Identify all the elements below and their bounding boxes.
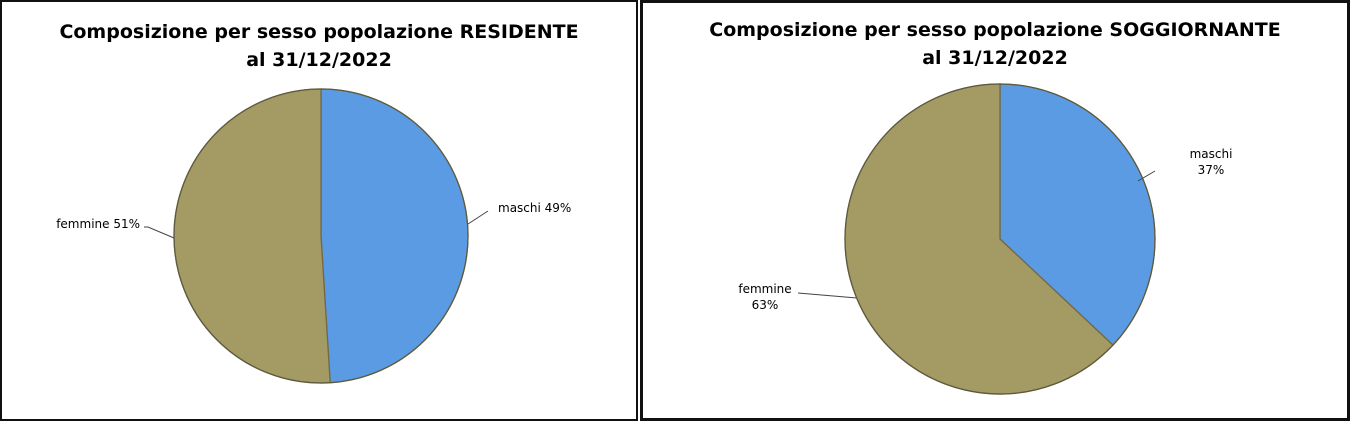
chart-title: Composizione per sesso popolazione RESID…: [2, 18, 636, 74]
pie-outline: [173, 88, 469, 384]
chart-panel-soggiornante: Composizione per sesso popolazione SOGGI…: [640, 0, 1350, 421]
data-label-femmine: femmine 63%: [738, 282, 791, 312]
chart-title: Composizione per sesso popolazione SOGGI…: [643, 16, 1347, 72]
leader-line-femmine: [797, 292, 858, 299]
pie-outline: [844, 83, 1156, 395]
leader-line-maschi: [1137, 170, 1156, 182]
pie-slice-femmine: [173, 88, 331, 384]
leader-line-femmine: [144, 226, 175, 239]
chart-title-line-2: al 31/12/2022: [922, 47, 1068, 69]
chart-title-line-1: Composizione per sesso popolazione RESID…: [59, 21, 579, 43]
data-label-maschi: maschi 49%: [498, 201, 571, 215]
leader-line-maschi: [467, 210, 489, 225]
pie-chart-residente: maschi 49% femmine 51%: [56, 88, 571, 384]
chart-panel-residente: Composizione per sesso popolazione RESID…: [0, 0, 638, 421]
data-label-maschi: maschi 37%: [1190, 147, 1233, 177]
chart-title-line-1: Composizione per sesso popolazione SOGGI…: [709, 19, 1281, 41]
data-label-femmine: femmine 51%: [56, 217, 140, 231]
pie-chart-soggiornante: maschi 37% femmine 63%: [738, 83, 1233, 395]
pie-slice-maschi: [320, 88, 469, 384]
chart-title-line-2: al 31/12/2022: [246, 49, 392, 71]
